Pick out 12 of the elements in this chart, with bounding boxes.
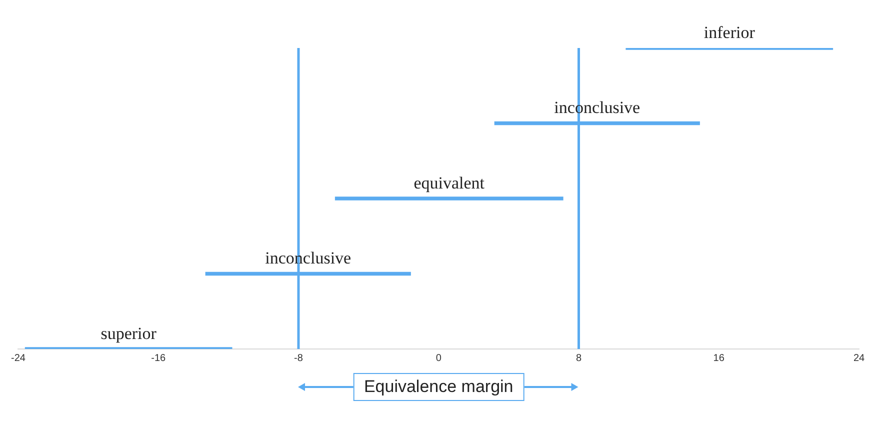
x-tick-label: 16 (713, 352, 725, 364)
x-tick-label: 24 (853, 352, 865, 364)
x-tick-label: 8 (576, 352, 582, 364)
y-tick-label: superior (100, 324, 157, 343)
x-tick-label: -8 (294, 352, 304, 364)
y-tick-label: inferior (704, 22, 756, 42)
text: Equivalence margin (352, 373, 524, 401)
x-tick-label: -24 (11, 352, 26, 364)
y-tick-label: equivalent (414, 173, 485, 192)
x-tick-label: 0 (436, 352, 442, 364)
bar (334, 196, 564, 200)
x-tick-label: -16 (151, 352, 166, 364)
